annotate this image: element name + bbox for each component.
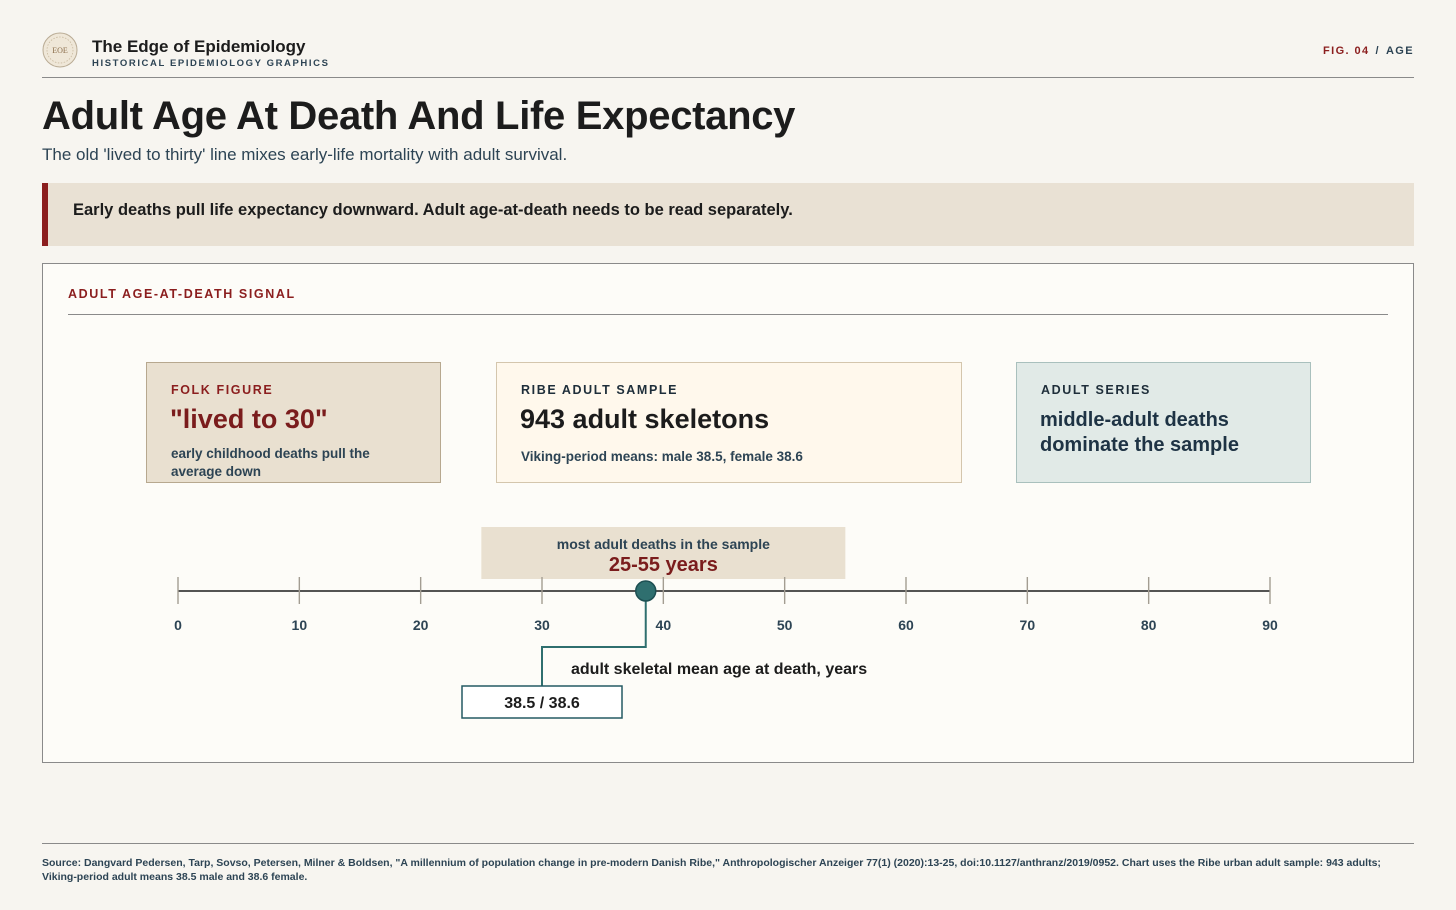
folk-figure-card: FOLK FIGURE "lived to 30" early childhoo…: [146, 362, 441, 483]
adult-card-eyebrow: ADULT SERIES: [1041, 383, 1151, 397]
x-tick-label: 0: [174, 617, 182, 633]
mean-data-point: [634, 580, 657, 602]
figure-number: FIG. 04: [1323, 45, 1370, 57]
mean-value-box: [461, 685, 623, 719]
page-subtitle: The old 'lived to thirty' line mixes ear…: [42, 145, 568, 164]
folk-card-note: early childhood deaths pull the average …: [171, 446, 370, 479]
range-band: [481, 527, 846, 579]
chart-panel: ADULT AGE-AT-DEATH SIGNAL FOLK FIGURE "l…: [42, 263, 1414, 763]
range-label: 25-55 years: [609, 554, 718, 576]
x-tick-label: 40: [656, 617, 672, 633]
x-tick-label: 10: [292, 617, 308, 633]
figure-separator: /: [1375, 45, 1380, 57]
page-title: Adult Age At Death And Life Expectancy: [42, 94, 796, 138]
x-tick-label: 70: [1020, 617, 1036, 633]
adult-card-headline: middle-adult deaths dominate the sample: [1040, 409, 1239, 456]
x-tick-label: 30: [534, 617, 550, 633]
brand-title: The Edge of Epidemiology: [92, 37, 306, 56]
range-caption: most adult deaths in the sample: [557, 536, 770, 552]
brand-subtitle: HISTORICAL EPIDEMIOLOGY GRAPHICS: [92, 58, 330, 69]
svg-text:EOE: EOE: [52, 46, 68, 55]
mean-value-label: 38.5 / 38.6: [504, 695, 580, 712]
ribe-card-eyebrow: RIBE ADULT SAMPLE: [521, 383, 679, 397]
ribe-card-note: Viking-period means: male 38.5, female 3…: [521, 449, 803, 464]
x-tick-label: 20: [413, 617, 429, 633]
adult-series-card: ADULT SERIES middle-adult deaths dominat…: [1016, 362, 1311, 483]
callout-text: Early deaths pull life expectancy downwa…: [73, 201, 793, 219]
x-tick-label: 60: [898, 617, 914, 633]
key-takeaway-callout: Early deaths pull life expectancy downwa…: [42, 183, 1414, 246]
figure-topic: AGE: [1385, 45, 1414, 57]
age-axis-chart: most adult deaths in the sample 25-55 yea…: [174, 527, 1278, 719]
mean-point-label: adult skeletal mean age at death, years: [571, 661, 867, 678]
site-header: EOE The Edge of Epidemiology HISTORICAL …: [42, 32, 1414, 78]
figure-label: FIG. 04 / AGE: [1323, 45, 1414, 57]
x-tick-label: 50: [777, 617, 793, 633]
folk-card-eyebrow: FOLK FIGURE: [171, 383, 274, 397]
folk-card-headline: "lived to 30": [170, 404, 328, 434]
ribe-sample-card: RIBE ADULT SAMPLE 943 adult skeletons Vi…: [496, 362, 962, 483]
logo-seal-icon: EOE: [42, 32, 78, 68]
mean-leader-line: [541, 591, 647, 686]
ribe-card-headline: 943 adult skeletons: [520, 404, 770, 434]
panel-label: ADULT AGE-AT-DEATH SIGNAL: [68, 287, 296, 301]
x-tick-label: 80: [1141, 617, 1157, 633]
footer-divider: [42, 843, 1414, 844]
source-citation: Source: Dangvard Pedersen, Tarp, Sovso, …: [42, 857, 1381, 883]
panel-divider: [68, 314, 1388, 315]
x-tick-label: 90: [1262, 617, 1278, 633]
